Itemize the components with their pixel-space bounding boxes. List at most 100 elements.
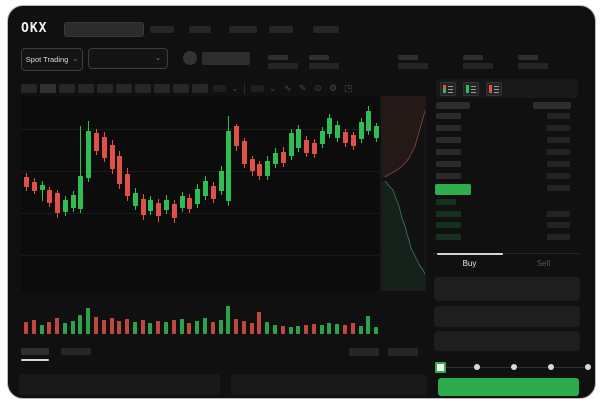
candle bbox=[47, 190, 53, 203]
bid-row[interactable] bbox=[436, 233, 578, 240]
volume-bar bbox=[140, 320, 145, 334]
volume-bar bbox=[55, 318, 60, 334]
tab-buy[interactable]: Buy bbox=[462, 259, 477, 268]
timeframe-button[interactable] bbox=[173, 84, 189, 93]
price-field[interactable] bbox=[434, 277, 580, 301]
volume-bar bbox=[195, 321, 200, 334]
candle bbox=[234, 126, 240, 146]
okx-logo[interactable]: OKX bbox=[21, 21, 48, 36]
candle bbox=[156, 203, 162, 216]
amount-field[interactable] bbox=[434, 306, 580, 327]
timeframe-button[interactable] bbox=[97, 84, 113, 93]
bottom-panel-right[interactable] bbox=[231, 374, 427, 395]
timeframe-button[interactable] bbox=[40, 84, 56, 93]
volume-bar bbox=[109, 318, 114, 334]
slider-stop[interactable] bbox=[435, 362, 446, 373]
volume-bar bbox=[374, 327, 379, 334]
fullscreen-icon[interactable]: ◳ bbox=[344, 83, 353, 93]
chart-range-button[interactable] bbox=[349, 348, 379, 356]
timeframe-button[interactable] bbox=[154, 84, 170, 93]
nav-item[interactable] bbox=[189, 26, 211, 33]
ticker-stat bbox=[398, 55, 432, 69]
slider-stop[interactable] bbox=[548, 364, 554, 370]
volume-bar bbox=[171, 320, 176, 334]
timeframe-button[interactable] bbox=[59, 84, 75, 93]
slider-stop[interactable] bbox=[585, 364, 591, 370]
ask-row[interactable] bbox=[436, 173, 578, 179]
volume-bar bbox=[265, 322, 270, 334]
volume-bar bbox=[179, 319, 184, 334]
volume-bar bbox=[304, 325, 309, 334]
chart-style-dropdown[interactable] bbox=[251, 85, 264, 92]
coin-avatar bbox=[183, 51, 197, 65]
chart-range-button[interactable] bbox=[388, 348, 418, 356]
indicator-dropdown[interactable] bbox=[213, 85, 226, 92]
candle bbox=[78, 176, 84, 209]
ask-row[interactable] bbox=[436, 137, 578, 143]
bottom-panel-left[interactable] bbox=[19, 374, 220, 395]
volume-bar bbox=[70, 321, 75, 334]
market-type-dropdown[interactable]: Spot Trading ⌄ bbox=[21, 48, 83, 71]
orderbook-view-bids-icon[interactable] bbox=[463, 82, 479, 96]
volume-bar bbox=[148, 323, 153, 334]
ask-row[interactable] bbox=[436, 149, 578, 155]
depth-chart[interactable] bbox=[381, 96, 426, 291]
camera-icon[interactable]: ⊙ bbox=[314, 83, 322, 93]
orderbook-view-both-icon[interactable] bbox=[440, 82, 456, 96]
timeframe-button[interactable] bbox=[135, 84, 151, 93]
candle bbox=[109, 145, 115, 169]
chevron-down-icon[interactable]: ⌄ bbox=[269, 83, 277, 93]
chevron-down-icon: ⌄ bbox=[155, 55, 161, 62]
ask-row[interactable] bbox=[436, 161, 578, 167]
volume-bar bbox=[94, 317, 99, 334]
ask-row[interactable] bbox=[436, 113, 578, 119]
volume-bar bbox=[156, 321, 161, 334]
volume-bar bbox=[366, 316, 371, 334]
volume-bar bbox=[39, 325, 44, 334]
orderbook-header-amount bbox=[533, 102, 571, 109]
orderbook-view-asks-icon[interactable] bbox=[486, 82, 502, 96]
nav-item[interactable] bbox=[229, 26, 257, 33]
ticker-stat bbox=[463, 55, 497, 69]
nav-item[interactable] bbox=[150, 26, 174, 33]
chevron-down-icon[interactable]: ⌄ bbox=[231, 83, 239, 93]
candle bbox=[132, 193, 138, 206]
bid-row[interactable] bbox=[436, 199, 578, 205]
volume-bar bbox=[47, 322, 52, 334]
nav-item[interactable] bbox=[313, 26, 339, 33]
nav-item[interactable] bbox=[269, 26, 293, 33]
bid-row[interactable] bbox=[436, 210, 578, 217]
chart-footer-tab[interactable] bbox=[61, 348, 91, 355]
slider-stop[interactable] bbox=[511, 364, 517, 370]
candle bbox=[335, 125, 341, 138]
draw-icon[interactable]: ✎ bbox=[299, 83, 307, 93]
slider-stop[interactable] bbox=[474, 364, 480, 370]
ask-row[interactable] bbox=[436, 125, 578, 131]
active-tab-underline bbox=[21, 359, 49, 361]
bid-row[interactable] bbox=[436, 222, 578, 228]
orderbook-header-price bbox=[436, 102, 470, 109]
line-wave-icon[interactable]: ∿ bbox=[284, 83, 292, 93]
candle bbox=[280, 152, 286, 163]
tab-sell[interactable]: Sell bbox=[536, 259, 551, 268]
timeframe-button[interactable] bbox=[116, 84, 132, 93]
pair-selector-dropdown[interactable]: ⌄ bbox=[88, 48, 168, 69]
timeframe-button[interactable] bbox=[78, 84, 94, 93]
last-price-badge[interactable] bbox=[435, 184, 471, 195]
volume-bar bbox=[257, 312, 262, 334]
volume-bar bbox=[218, 320, 223, 334]
volume-bar bbox=[31, 320, 36, 334]
volume-bar bbox=[125, 319, 130, 334]
volume-bar bbox=[202, 318, 207, 334]
candle bbox=[171, 204, 177, 218]
candlestick-chart[interactable] bbox=[21, 96, 380, 291]
timeframe-button[interactable] bbox=[192, 84, 208, 93]
total-field[interactable] bbox=[434, 331, 580, 351]
settings-gear-icon[interactable]: ⚙ bbox=[329, 83, 338, 93]
chart-footer-tab-active[interactable] bbox=[21, 348, 49, 355]
candle bbox=[350, 135, 356, 146]
search-input[interactable] bbox=[64, 22, 144, 37]
timeframe-button[interactable] bbox=[21, 84, 37, 93]
candle-wick bbox=[80, 126, 82, 213]
buy-submit-button[interactable] bbox=[438, 378, 579, 396]
